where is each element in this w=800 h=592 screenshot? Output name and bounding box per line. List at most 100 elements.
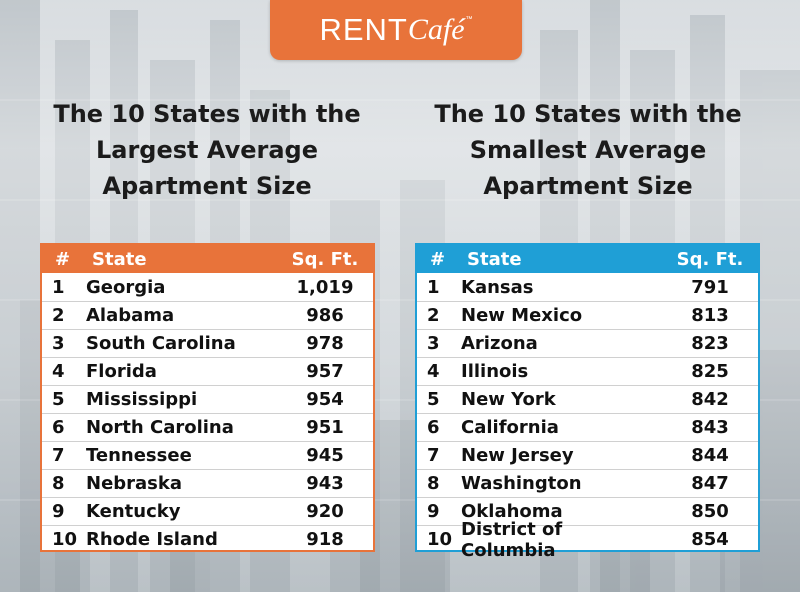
state-cell: New York xyxy=(461,389,556,410)
smallest-table-body: 1 Kansas 791 2 New Mexico 813 3 Arizona 823 4 Illi… xyxy=(417,273,758,561)
sqft-cell: 986 xyxy=(306,305,344,326)
state-header: State xyxy=(467,248,522,270)
sqft-cell: 854 xyxy=(691,529,729,550)
smallest-heading: The 10 States with the Smallest Average … xyxy=(398,96,778,204)
table-row: 6 California 843 xyxy=(417,413,758,441)
rank-cell: 2 xyxy=(427,305,440,326)
sqft-header: Sq. Ft. xyxy=(676,248,744,270)
sqft-cell: 951 xyxy=(306,417,344,438)
smallest-heading-line-1: The 10 States with the xyxy=(434,100,742,128)
state-cell: Georgia xyxy=(86,276,166,298)
table-row: 5 New York 842 xyxy=(417,385,758,413)
state-header: State xyxy=(92,248,147,270)
rank-cell: 10 xyxy=(427,529,453,550)
rank-cell: 6 xyxy=(427,417,440,438)
state-cell: Nebraska xyxy=(86,473,183,494)
largest-heading-line-3: Apartment Size xyxy=(102,172,312,200)
state-cell: California xyxy=(461,417,559,438)
sqft-cell: 844 xyxy=(691,445,729,466)
table-row: 3 South Carolina 978 xyxy=(42,329,373,357)
sqft-cell: 918 xyxy=(306,529,344,550)
smallest-table-header: # State Sq. Ft. xyxy=(417,245,758,273)
state-cell: New Mexico xyxy=(461,305,583,326)
rank-cell: 10 xyxy=(52,529,78,550)
rank-cell: 2 xyxy=(52,305,65,326)
table-row: 9 Kentucky 920 xyxy=(42,497,373,525)
table-row: 10 District of Columbia 854 xyxy=(417,519,758,561)
table-row: 4 Florida 957 xyxy=(42,357,373,385)
sqft-cell: 978 xyxy=(306,333,344,354)
table-row: 6 North Carolina 951 xyxy=(42,413,373,441)
logo-rent-text: RENT xyxy=(319,12,408,47)
state-cell: Washington xyxy=(461,473,582,494)
state-cell: Kentucky xyxy=(86,501,181,522)
largest-table: # State Sq. Ft. 1 Georgia 1,019 2 Alabama 986… xyxy=(40,243,375,552)
sqft-header: Sq. Ft. xyxy=(291,248,359,270)
rank-header: # xyxy=(430,248,446,270)
sqft-cell: 825 xyxy=(691,361,729,382)
state-cell: District of Columbia xyxy=(461,518,563,561)
sqft-cell: 957 xyxy=(306,361,344,382)
state-cell: New Jersey xyxy=(461,445,574,466)
rank-cell: 3 xyxy=(427,333,440,354)
table-row: 2 Alabama 986 xyxy=(42,301,373,329)
rank-header: # xyxy=(55,248,71,270)
table-row: 3 Arizona 823 xyxy=(417,329,758,357)
table-row: 5 Mississippi 954 xyxy=(42,385,373,413)
rank-cell: 7 xyxy=(427,445,440,466)
logo-trademark: ™ xyxy=(465,16,473,23)
state-cell: Tennessee xyxy=(86,445,192,466)
sqft-cell: 954 xyxy=(306,389,344,410)
rank-cell: 9 xyxy=(427,501,440,522)
rank-cell: 5 xyxy=(52,389,65,410)
table-row: 8 Nebraska 943 xyxy=(42,469,373,497)
rank-cell: 4 xyxy=(427,361,440,382)
largest-table-body: 1 Georgia 1,019 2 Alabama 986 3 South Carolina 9… xyxy=(42,273,373,553)
rentcafe-logo: RENT Café ™ xyxy=(270,0,522,60)
rank-cell: 8 xyxy=(52,473,65,494)
rank-cell: 1 xyxy=(52,276,65,298)
logo-cafe-text: Café xyxy=(407,13,465,46)
rank-cell: 5 xyxy=(427,389,440,410)
state-cell: Mississippi xyxy=(86,389,198,410)
rank-cell: 3 xyxy=(52,333,65,354)
table-row: 7 Tennessee 945 xyxy=(42,441,373,469)
largest-heading: The 10 States with the Largest Average A… xyxy=(17,96,397,204)
sqft-cell: 843 xyxy=(691,417,729,438)
sqft-cell: 1,019 xyxy=(296,276,354,298)
largest-heading-line-1: The 10 States with the xyxy=(53,100,361,128)
rank-cell: 8 xyxy=(427,473,440,494)
state-cell: Illinois xyxy=(461,361,529,382)
table-row: 9 Oklahoma 850 xyxy=(417,497,758,525)
table-row: 10 Rhode Island 918 xyxy=(42,525,373,553)
table-row: 8 Washington 847 xyxy=(417,469,758,497)
table-row: 7 New Jersey 844 xyxy=(417,441,758,469)
sqft-cell: 920 xyxy=(306,501,344,522)
rank-cell: 4 xyxy=(52,361,65,382)
table-row: 2 New Mexico 813 xyxy=(417,301,758,329)
smallest-heading-line-2: Smallest Average xyxy=(469,136,707,164)
sqft-cell: 823 xyxy=(691,333,729,354)
state-cell: Alabama xyxy=(86,305,175,326)
state-cell: Kansas xyxy=(461,276,534,298)
sqft-cell: 791 xyxy=(691,276,729,298)
rank-cell: 1 xyxy=(427,276,440,298)
state-cell: Oklahoma xyxy=(461,501,563,522)
sqft-cell: 813 xyxy=(691,305,729,326)
sqft-cell: 847 xyxy=(691,473,729,494)
rank-cell: 9 xyxy=(52,501,65,522)
smallest-table: # State Sq. Ft. 1 Kansas 791 2 New Mexico 813… xyxy=(415,243,760,561)
state-cell: Rhode Island xyxy=(86,529,218,550)
sqft-cell: 943 xyxy=(306,473,344,494)
state-cell: Florida xyxy=(86,361,157,382)
rank-cell: 6 xyxy=(52,417,65,438)
rank-cell: 7 xyxy=(52,445,65,466)
table-row: 4 Illinois 825 xyxy=(417,357,758,385)
state-cell: North Carolina xyxy=(86,417,234,438)
table-row: 1 Kansas 791 xyxy=(417,273,758,301)
largest-heading-line-2: Largest Average xyxy=(95,136,319,164)
table-row: 1 Georgia 1,019 xyxy=(42,273,373,301)
largest-table-header: # State Sq. Ft. xyxy=(42,245,373,273)
smallest-heading-line-3: Apartment Size xyxy=(483,172,693,200)
sqft-cell: 842 xyxy=(691,389,729,410)
